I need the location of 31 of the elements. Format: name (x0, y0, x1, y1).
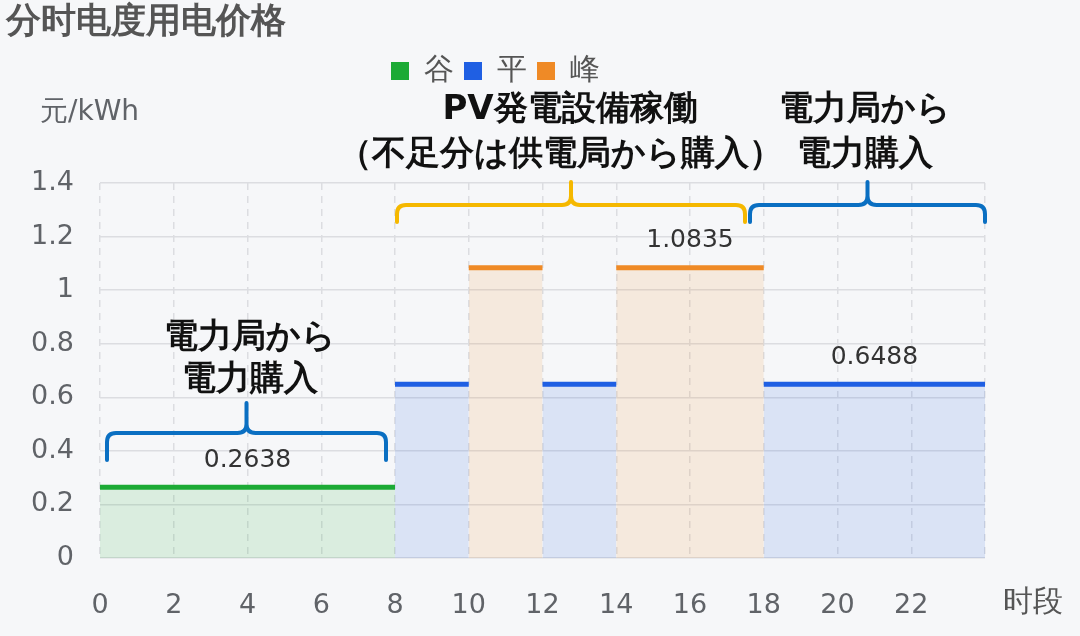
annotation: 電力局から電力購入 (164, 314, 336, 397)
x-tick-label: 10 (451, 588, 486, 620)
text: PV発電設備稼働 (442, 86, 698, 127)
data-label: 0.6488 (830, 340, 919, 370)
x-axis-title: 时段 (1003, 582, 1063, 618)
x-tick-label: 18 (746, 588, 781, 620)
chart-title: 分时电度用电价格 (5, 0, 286, 41)
legend-label: 谷 (424, 50, 454, 86)
x-tick-label: 2 (165, 588, 183, 620)
x-tick-label: 4 (238, 588, 257, 620)
x-tick-label: 16 (672, 588, 708, 620)
x-tick-label: 14 (599, 588, 634, 620)
x-tick-label: 8 (386, 588, 404, 620)
x-tick-label: 20 (820, 588, 855, 620)
x-tick-label: 6 (312, 588, 330, 620)
data-label: 1.0835 (646, 224, 734, 254)
y-tick-label: 0.8 (31, 325, 74, 357)
y-tick-label: 0.4 (31, 432, 74, 464)
legend-label: 平 (497, 50, 527, 86)
y-tick-label: 0.2 (31, 486, 74, 518)
x-tick-label: 12 (525, 588, 560, 620)
y-tick-label: 1 (56, 272, 74, 304)
y-tick-label: 0.6 (31, 379, 74, 411)
y-tick-label: 0 (56, 540, 74, 572)
y-tick-label: 1.4 (31, 165, 74, 197)
x-tick-label: 22 (894, 588, 929, 620)
y-axis-title: 元/kWh (40, 94, 140, 128)
legend-label: 峰 (570, 50, 600, 86)
x-tick-label: 0 (91, 588, 109, 620)
y-tick-label: 1.2 (31, 218, 74, 250)
data-label: 0.2638 (203, 443, 292, 473)
